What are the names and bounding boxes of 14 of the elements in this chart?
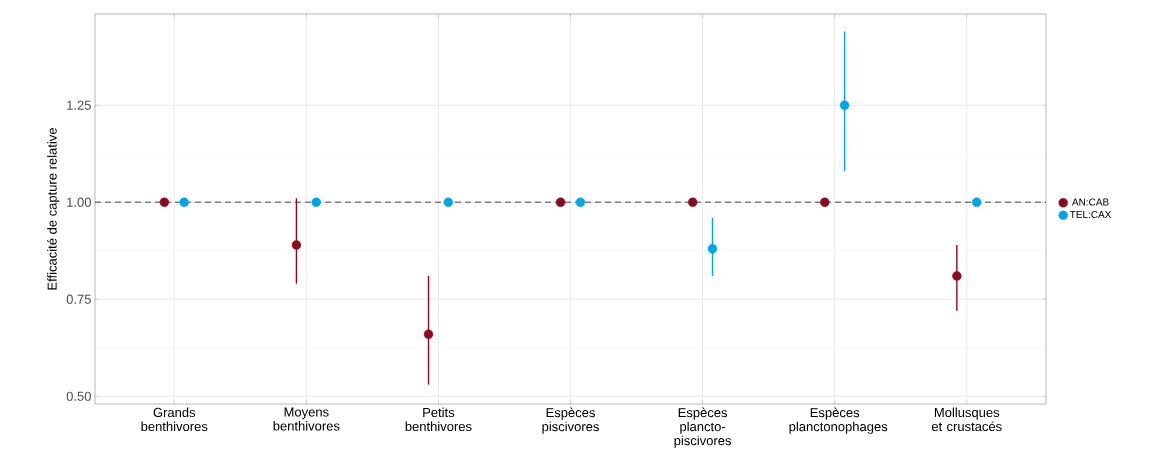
x-tick-label: Espèces planctonophages — [789, 407, 888, 434]
x-tick-label: Espèces plancto-piscivores — [674, 407, 732, 448]
y-tick-label: 0.75 — [66, 294, 91, 304]
x-tick-label: Petits benthivores — [405, 407, 472, 432]
x-tick-label: Moyens benthivores — [273, 407, 340, 431]
legend-label: TEL:CAX — [1069, 211, 1112, 219]
x-tick-label: Espèces piscivores — [542, 407, 599, 434]
y-tick-label: 0.50 — [66, 391, 91, 401]
legend-label: AN:CAB — [1071, 198, 1109, 206]
x-tick-label: Mollusques et crustacés — [931, 407, 1002, 432]
x-tick-label: Grands benthivores — [141, 407, 208, 432]
y-tick-label: 1.00 — [67, 197, 91, 207]
y-tick-label: 1.25 — [67, 100, 91, 110]
y-axis-title: Efficacité de capture relative — [47, 128, 60, 290]
